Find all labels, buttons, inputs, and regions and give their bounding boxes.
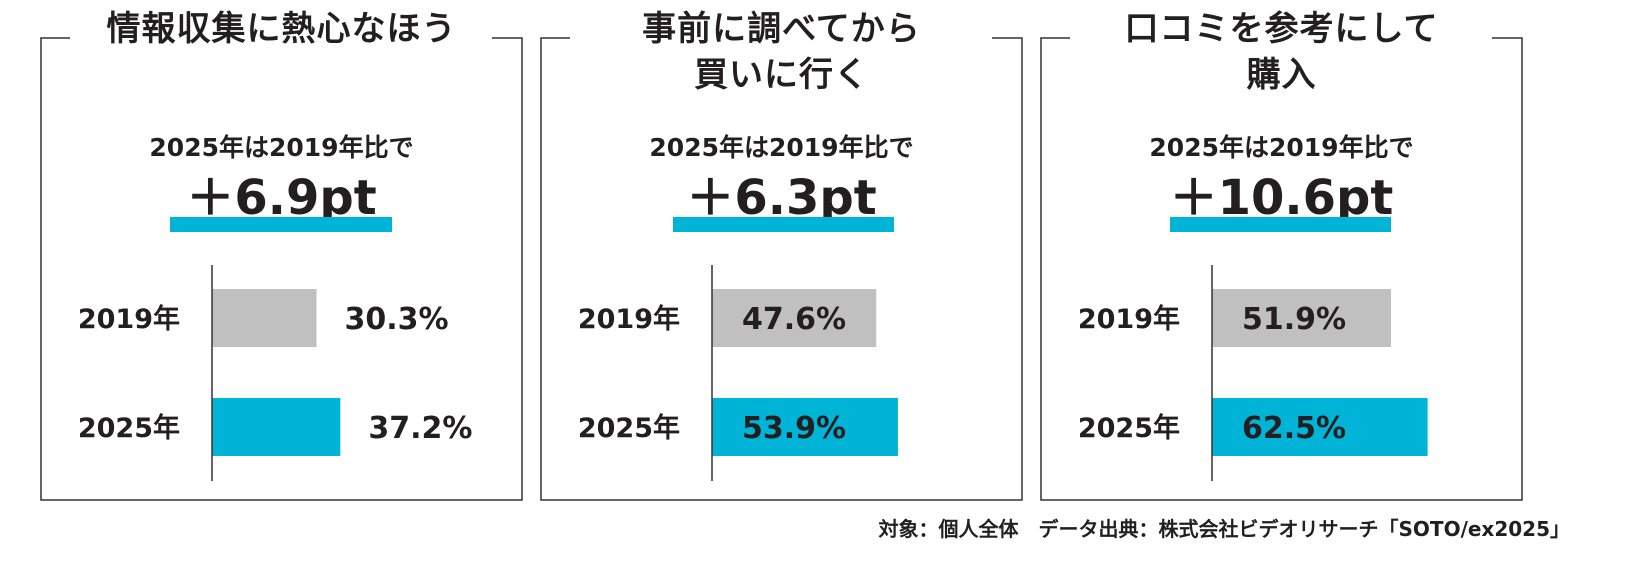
bar-2019年	[1212, 289, 1392, 347]
delta-value: ＋6.9pt	[186, 170, 377, 226]
panel-frame	[540, 37, 1023, 501]
delta-underline	[170, 217, 392, 232]
panel-frame	[1040, 37, 1523, 501]
value-label: 30.3%	[345, 302, 449, 337]
delta-value: ＋6.3pt	[686, 170, 877, 226]
panel-title: 口コミを参考にして 購入	[1124, 9, 1439, 95]
bar-2025年	[712, 398, 898, 456]
value-label: 51.9%	[1242, 302, 1346, 337]
category-label: 2019年	[78, 303, 180, 335]
comparison-caption: 2025年は2019年比で	[1149, 133, 1414, 162]
delta-underline	[673, 217, 894, 232]
panel-research-before-buying: 事前に調べてから 買いに行く 2025年は2019年比で ＋6.3pt 2019…	[540, 9, 1023, 501]
bar-2025年	[1212, 398, 1428, 456]
category-label: 2025年	[1078, 412, 1180, 444]
bar-chart: 2019年 51.9% 2025年 62.5%	[1078, 265, 1428, 481]
value-label: 47.6%	[742, 302, 846, 337]
bar-2025年	[212, 398, 341, 456]
category-label: 2025年	[78, 412, 180, 444]
delta-value: ＋10.6pt	[1169, 170, 1394, 226]
bar-2019年	[212, 289, 317, 347]
category-label: 2025年	[578, 412, 680, 444]
panel-info-gathering: 情報収集に熱心なほう 2025年は2019年比で ＋6.9pt 2019年 30.…	[40, 9, 523, 501]
bar-2019年	[712, 289, 877, 347]
source-footnote: 対象：個人全体 データ出典：株式会社ビデオリサーチ「SOTO/ex2025」	[878, 517, 1570, 541]
comparison-caption: 2025年は2019年比で	[649, 133, 914, 162]
bar-chart: 2019年 30.3% 2025年 37.2%	[78, 265, 472, 481]
value-label: 37.2%	[368, 411, 472, 446]
delta-underline	[1170, 217, 1391, 232]
panel-reviews-purchase: 口コミを参考にして 購入 2025年は2019年比で ＋10.6pt 2019年…	[1040, 9, 1523, 501]
comparison-caption: 2025年は2019年比で	[149, 133, 414, 162]
value-label: 62.5%	[1242, 411, 1346, 446]
panel-title: 情報収集に熱心なほう	[106, 9, 457, 49]
category-label: 2019年	[1078, 303, 1180, 335]
category-label: 2019年	[578, 303, 680, 335]
bar-chart: 2019年 47.6% 2025年 53.9%	[578, 265, 898, 481]
value-label: 53.9%	[742, 411, 846, 446]
panel-frame	[40, 37, 523, 501]
panel-title: 事前に調べてから 買いに行く	[642, 9, 921, 95]
